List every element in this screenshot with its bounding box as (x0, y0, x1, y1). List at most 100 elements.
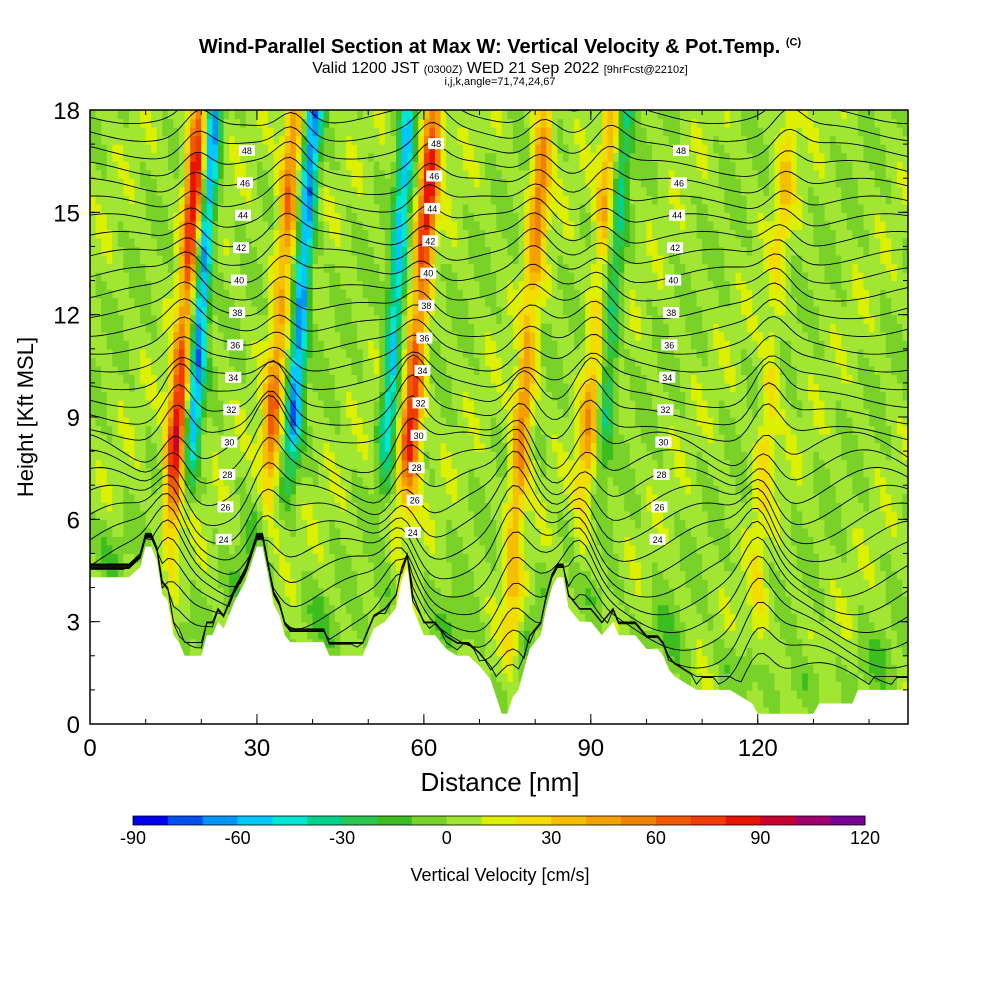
theta-contour-label: 42 (425, 236, 435, 246)
y-tick-label: 12 (53, 303, 80, 330)
theta-contour-label: 40 (423, 269, 433, 279)
theta-contour-label: 44 (238, 211, 248, 221)
colorbar-swatch (237, 816, 273, 825)
theta-contour-label: 36 (419, 334, 429, 344)
colorbar-swatch (272, 816, 308, 825)
theta-contour-label: 34 (228, 373, 238, 383)
colorbar-swatch (202, 816, 238, 825)
chart-valid-time: Valid 1200 JST (0300Z) WED 21 Sep 2022 [… (0, 60, 1000, 78)
colorbar-swatch (760, 816, 796, 825)
theta-contour-label: 24 (408, 528, 418, 538)
colorbar-swatch (342, 816, 378, 825)
theta-contour-line (90, 390, 908, 444)
terrain-mask (90, 546, 908, 724)
theta-contour-line (90, 68, 908, 106)
colorbar-swatch (377, 816, 413, 825)
colorbar-swatch (481, 816, 517, 825)
theta-contour-line (90, 535, 908, 651)
colorbar: -90 -60 -30 0 30 60 90 120 (120, 815, 880, 848)
colorbar-swatch (411, 816, 448, 825)
theta-contour-label: 48 (431, 139, 441, 149)
theta-contour-label: 46 (429, 172, 439, 182)
colorbar-swatch (446, 816, 482, 825)
theta-contour-line (90, 281, 908, 320)
theta-contour-label: 38 (421, 301, 431, 311)
valid-prefix: Valid 1200 JST (312, 60, 420, 77)
colorbar-tick-label: 0 (442, 828, 452, 848)
theta-contour-line (90, 174, 908, 213)
colorbar-swatch (133, 816, 169, 825)
theta-contour-line (90, 316, 908, 355)
theta-contour-label: 28 (222, 470, 232, 480)
theta-contour-label: 42 (236, 243, 246, 253)
y-tick-label: 6 (67, 507, 80, 534)
theta-contour-line (90, 395, 908, 474)
colorbar-swatch (690, 816, 726, 825)
x-tick-label: 60 (411, 735, 438, 762)
terrain-shape (90, 546, 908, 724)
theta-contour-label: 44 (427, 204, 437, 214)
theta-contour-line (90, 245, 908, 284)
colorbar-label: Vertical Velocity [cm/s] (410, 865, 589, 885)
theta-contour-label: 24 (653, 535, 663, 545)
colorbar-swatch (621, 816, 657, 825)
theta-contour-label: 40 (234, 276, 244, 286)
copyright-mark: (C) (785, 36, 802, 49)
theta-contour-label: 26 (654, 502, 664, 512)
y-tick-label: 0 (67, 712, 80, 739)
chart-title-text: Wind-Parallel Section at Max W: Vertical… (198, 36, 781, 58)
colorbar-swatch (795, 816, 831, 825)
theta-contour-line (90, 110, 908, 142)
theta-contour-line (90, 436, 908, 507)
colorbar-swatch (307, 816, 343, 825)
theta-contour-label: 46 (674, 178, 684, 188)
theta-contour-line (90, 450, 908, 527)
colorbar-swatch (516, 816, 552, 825)
colorbar-swatch (586, 816, 622, 825)
theta-contour-label: 46 (240, 178, 250, 188)
colorbar-tick-label: 60 (646, 828, 666, 848)
colorbar-swatch (725, 816, 761, 825)
theta-contour-label: 34 (417, 366, 427, 376)
theta-contour-label: 48 (242, 146, 252, 156)
theta-contour-label: 28 (412, 463, 422, 473)
y-tick-label: 15 (53, 200, 80, 227)
y-tick-label: 3 (67, 610, 80, 637)
theta-contour-line (90, 298, 908, 337)
valid-utc: (0300Z) (423, 64, 463, 76)
colorbar-swatch (551, 816, 587, 825)
valid-date: WED 21 Sep 2022 (466, 60, 600, 77)
colorbar-swatch (830, 816, 866, 825)
theta-contour-label: 32 (660, 405, 670, 415)
x-tick-label: 120 (738, 735, 778, 762)
theta-contour-line (90, 504, 908, 580)
theta-contour-label: 36 (230, 340, 240, 350)
theta-contour-label: 36 (664, 340, 674, 350)
theta-contour-label: 30 (224, 438, 234, 448)
theta-contour-line (90, 263, 908, 302)
theta-contour-line (90, 212, 908, 248)
y-tick-label: 9 (67, 405, 80, 432)
theta-contour-label: 48 (676, 146, 686, 156)
theta-contour-line (90, 156, 908, 196)
colorbar-tick-label: -30 (329, 828, 355, 848)
colorbar-tick-label: -60 (225, 828, 251, 848)
theta-contour-line (90, 141, 908, 178)
chart-params: i,j,k,angle=71,74,24,67 (444, 76, 556, 88)
forecast-info: [9hrFcst@2210z] (603, 64, 688, 76)
theta-contour-label: 26 (220, 502, 230, 512)
colorbar-tick-label: 30 (541, 828, 561, 848)
theta-contour-line (90, 228, 908, 266)
theta-contour-label: 28 (656, 470, 666, 480)
colorbar-swatch (167, 816, 204, 825)
theta-contour-label: 24 (219, 535, 229, 545)
theta-contour-label: 34 (662, 373, 672, 383)
theta-contour-label: 32 (415, 398, 425, 408)
theta-contour-line (90, 536, 908, 633)
theta-contour-labels: 24 26 28 30 32 34 36 38 40 42 44 46 48 24 26 28 30 32 34 36… (215, 138, 689, 545)
theta-contour-label: 30 (658, 438, 668, 448)
colorbar-swatch (655, 816, 692, 825)
theta-contour-label: 38 (666, 308, 676, 318)
